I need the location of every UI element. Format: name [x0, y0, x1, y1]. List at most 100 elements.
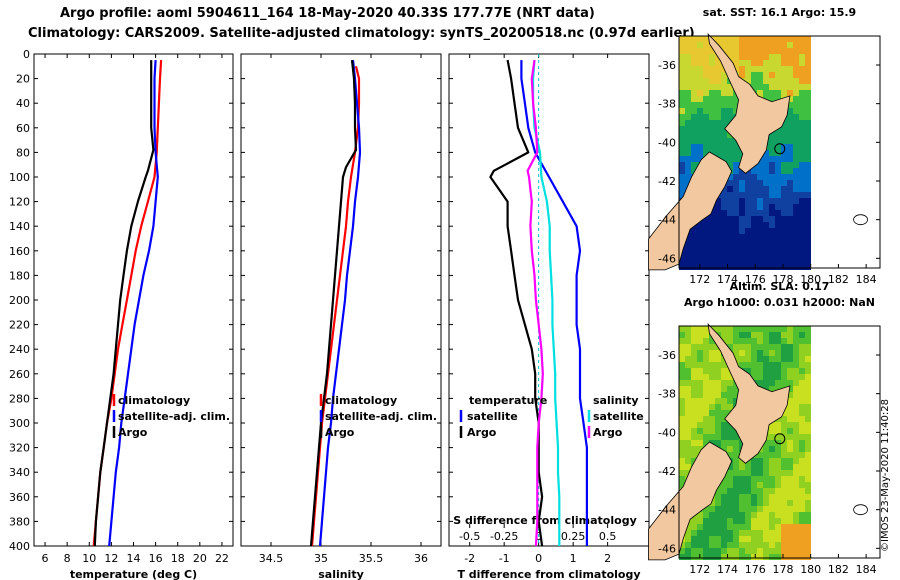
chart-temperature: 0 20 40 60 80 100 120 140 160 180 200 220 240 260 280 3…	[9, 48, 234, 580]
map-sla: Altim. SLA: 0.17 Argo h1000: 0.031 h2000:…	[648, 280, 881, 576]
lon-tick-label: 176	[745, 563, 766, 576]
x-tick-label: 0	[535, 552, 542, 565]
legend-label: satellite	[593, 410, 644, 423]
lon-tick-label: 182	[828, 563, 849, 576]
x2-tick-label: -0.5	[459, 530, 480, 543]
legend-title-salinity: salinity	[593, 394, 639, 407]
lon-tick-label: 174	[717, 563, 738, 576]
series-line-T-Argo	[489, 59, 544, 547]
x2-axis-label: S difference from climatology	[453, 514, 637, 527]
lat-tick-label: -46	[658, 542, 676, 555]
legend-label: satellite-adj. clim.	[325, 410, 437, 423]
x-tick-label: 6	[42, 552, 49, 565]
series-line-T-satellite	[520, 60, 589, 546]
lon-tick-label: 174	[717, 273, 738, 286]
map-frame	[678, 35, 881, 269]
lat-tick-label: -42	[658, 175, 676, 188]
legend-label: climatology	[118, 394, 190, 407]
x-tick-label: 34.5	[259, 552, 284, 565]
series-line-Argo	[93, 60, 155, 547]
x-tick-label: 36	[414, 552, 428, 565]
title-line-1: Argo profile: aoml 5904611_164 18-May-20…	[60, 6, 595, 21]
lon-tick-label: 172	[689, 563, 710, 576]
lat-tick-label: -36	[658, 59, 676, 72]
x2-tick-label: 0	[535, 530, 542, 543]
depth-tick-label: 20	[16, 73, 30, 86]
title-line-2: Climatology: CARS2009. Satellite-adjuste…	[28, 26, 695, 41]
legend-label: Argo	[593, 426, 623, 439]
lat-tick-label: -44	[658, 214, 676, 227]
x-tick-label: -2	[464, 552, 475, 565]
depth-tick-label: 100	[9, 171, 30, 184]
lon-tick-label: 182	[828, 273, 849, 286]
depth-tick-label: 160	[9, 245, 30, 258]
x-tick-label: 14	[127, 552, 141, 565]
depth-tick-label: 220	[9, 319, 30, 332]
lon-tick-label: 172	[689, 273, 710, 286]
lon-tick-label: 184	[856, 273, 877, 286]
float-position-marker	[774, 433, 786, 445]
depth-tick-label: 200	[9, 294, 30, 307]
map-frame	[678, 325, 881, 559]
lat-tick-label: -38	[658, 388, 676, 401]
lat-tick-label: -36	[658, 349, 676, 362]
lon-tick-label: 178	[772, 273, 793, 286]
lon-tick-label: 180	[800, 563, 821, 576]
depth-tick-label: 400	[9, 540, 30, 553]
south-island	[648, 151, 733, 271]
depth-tick-label: 280	[9, 392, 30, 405]
depth-tick-label: 260	[9, 368, 30, 381]
depth-tick-label: 380	[9, 515, 30, 528]
depth-tick-label: 240	[9, 343, 30, 356]
lon-tick-label: 180	[800, 273, 821, 286]
lat-tick-label: -44	[658, 504, 676, 517]
legend-label: Argo	[118, 426, 148, 439]
x-tick-label: 1	[570, 552, 577, 565]
map-title: Argo h1000: 0.031 h2000: NaN	[684, 296, 875, 309]
north-island	[707, 32, 791, 174]
x-tick-label: 35.5	[359, 552, 384, 565]
depth-tick-label: 340	[9, 466, 30, 479]
lat-tick-label: -40	[658, 426, 676, 439]
plot-frame-difference	[448, 53, 650, 547]
x-tick-label: 35	[314, 552, 328, 565]
depth-tick-label: 180	[9, 269, 30, 282]
depth-tick-label: 0	[23, 48, 30, 61]
x-axis-label: T difference from climatology	[457, 568, 640, 580]
lat-tick-label: -46	[658, 252, 676, 265]
depth-tick-label: 360	[9, 491, 30, 504]
chatham-island	[853, 214, 868, 226]
depth-tick-label: 60	[16, 122, 30, 135]
x2-tick-label: 0.5	[599, 530, 617, 543]
depth-tick-label: 40	[16, 97, 30, 110]
map-sst: sat. SST: 16.1 Argo: 15.9 172 174 176 178 180…	[648, 6, 881, 286]
legend-title-temperature: temperature	[469, 394, 547, 407]
legend-label: Argo	[467, 426, 497, 439]
series-line-S-Argo	[526, 59, 544, 547]
series-line-satellite-adj-clim	[318, 59, 362, 547]
lat-tick-label: -38	[658, 98, 676, 111]
legend-label: climatology	[325, 394, 397, 407]
legend-label: Argo	[325, 426, 355, 439]
x-tick-label: 16	[149, 552, 163, 565]
series-line-satellite-adj-clim	[108, 60, 159, 547]
legend-label: satellite	[467, 410, 518, 423]
chart-salinity: 34.5 35 35.5 36 salinity climatology satellite…	[240, 53, 442, 580]
depth-tick-label: 320	[9, 442, 30, 455]
depth-tick-label: 80	[16, 146, 30, 159]
lon-tick-label: 176	[745, 273, 766, 286]
plot-frame-temperature	[33, 53, 234, 547]
x-tick-label: 10	[82, 552, 96, 565]
x-tick-label: 20	[193, 552, 207, 565]
lon-tick-label: 178	[772, 563, 793, 576]
x-tick-label: 12	[104, 552, 118, 565]
plot-frame-salinity	[240, 53, 442, 547]
north-island	[707, 322, 791, 464]
x-tick-label: 18	[171, 552, 185, 565]
depth-tick-label: 120	[9, 196, 30, 209]
x2-tick-label: 0.25	[561, 530, 586, 543]
depth-tick-label: 140	[9, 220, 30, 233]
map-title: sat. SST: 16.1 Argo: 15.9	[703, 6, 856, 19]
x-tick-label: 8	[64, 552, 71, 565]
x-tick-label: -1	[499, 552, 510, 565]
